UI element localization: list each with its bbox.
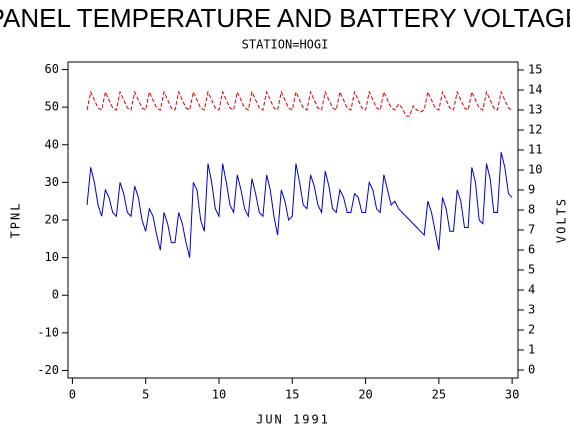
- chart-title: PANEL TEMPERATURE AND BATTERY VOLTAGE: [0, 3, 570, 33]
- x-tick-label: 15: [285, 388, 299, 402]
- y-tick-label: -10: [37, 325, 59, 339]
- y2-tick-label: 4: [528, 283, 535, 297]
- y-tick-label: -20: [37, 363, 59, 377]
- y2-tick-label: 1: [528, 343, 535, 357]
- y-tick-label: 0: [52, 288, 59, 302]
- y2-tick-label: 3: [528, 303, 535, 317]
- plot-frame: [67, 61, 519, 379]
- y-tick-label: 40: [45, 137, 59, 151]
- y2-tick-label: 5: [528, 263, 535, 277]
- y2-tick-label: 8: [528, 203, 535, 217]
- y2-tick-label: 7: [528, 223, 535, 237]
- x-tick-label: 5: [142, 388, 149, 402]
- y2-tick-label: 15: [528, 63, 542, 77]
- chart-subtitle: STATION=HOGI: [242, 38, 329, 52]
- y-tick-label: 30: [45, 175, 59, 189]
- y2-tick-label: 10: [528, 163, 542, 177]
- x-tick-label: 25: [432, 388, 446, 402]
- y2-tick-label: 13: [528, 103, 542, 117]
- y-axis-label: TPNL: [9, 202, 23, 239]
- data-line: [86, 90, 513, 117]
- y-tick-label: 20: [45, 213, 59, 227]
- data-line: [86, 152, 513, 258]
- x-tick-label: 10: [212, 388, 226, 402]
- y-tick-label: 10: [45, 250, 59, 264]
- y-tick-label: 60: [45, 62, 59, 76]
- y2-tick-label: 12: [528, 123, 542, 137]
- x-tick-label: 30: [505, 388, 519, 402]
- x-tick-label: 0: [69, 388, 76, 402]
- y2-tick-label: 2: [528, 323, 535, 337]
- y2-axis-label: VOLTS: [555, 197, 569, 243]
- y2-tick-label: 9: [528, 183, 535, 197]
- y-tick-label: 50: [45, 100, 59, 114]
- x-tick-label: 20: [358, 388, 372, 402]
- x-axis-label: JUN 1991: [256, 413, 330, 427]
- y2-tick-label: 14: [528, 83, 542, 97]
- y2-tick-label: 11: [528, 143, 542, 157]
- y2-tick-label: 0: [528, 363, 535, 377]
- y2-tick-label: 6: [528, 243, 535, 257]
